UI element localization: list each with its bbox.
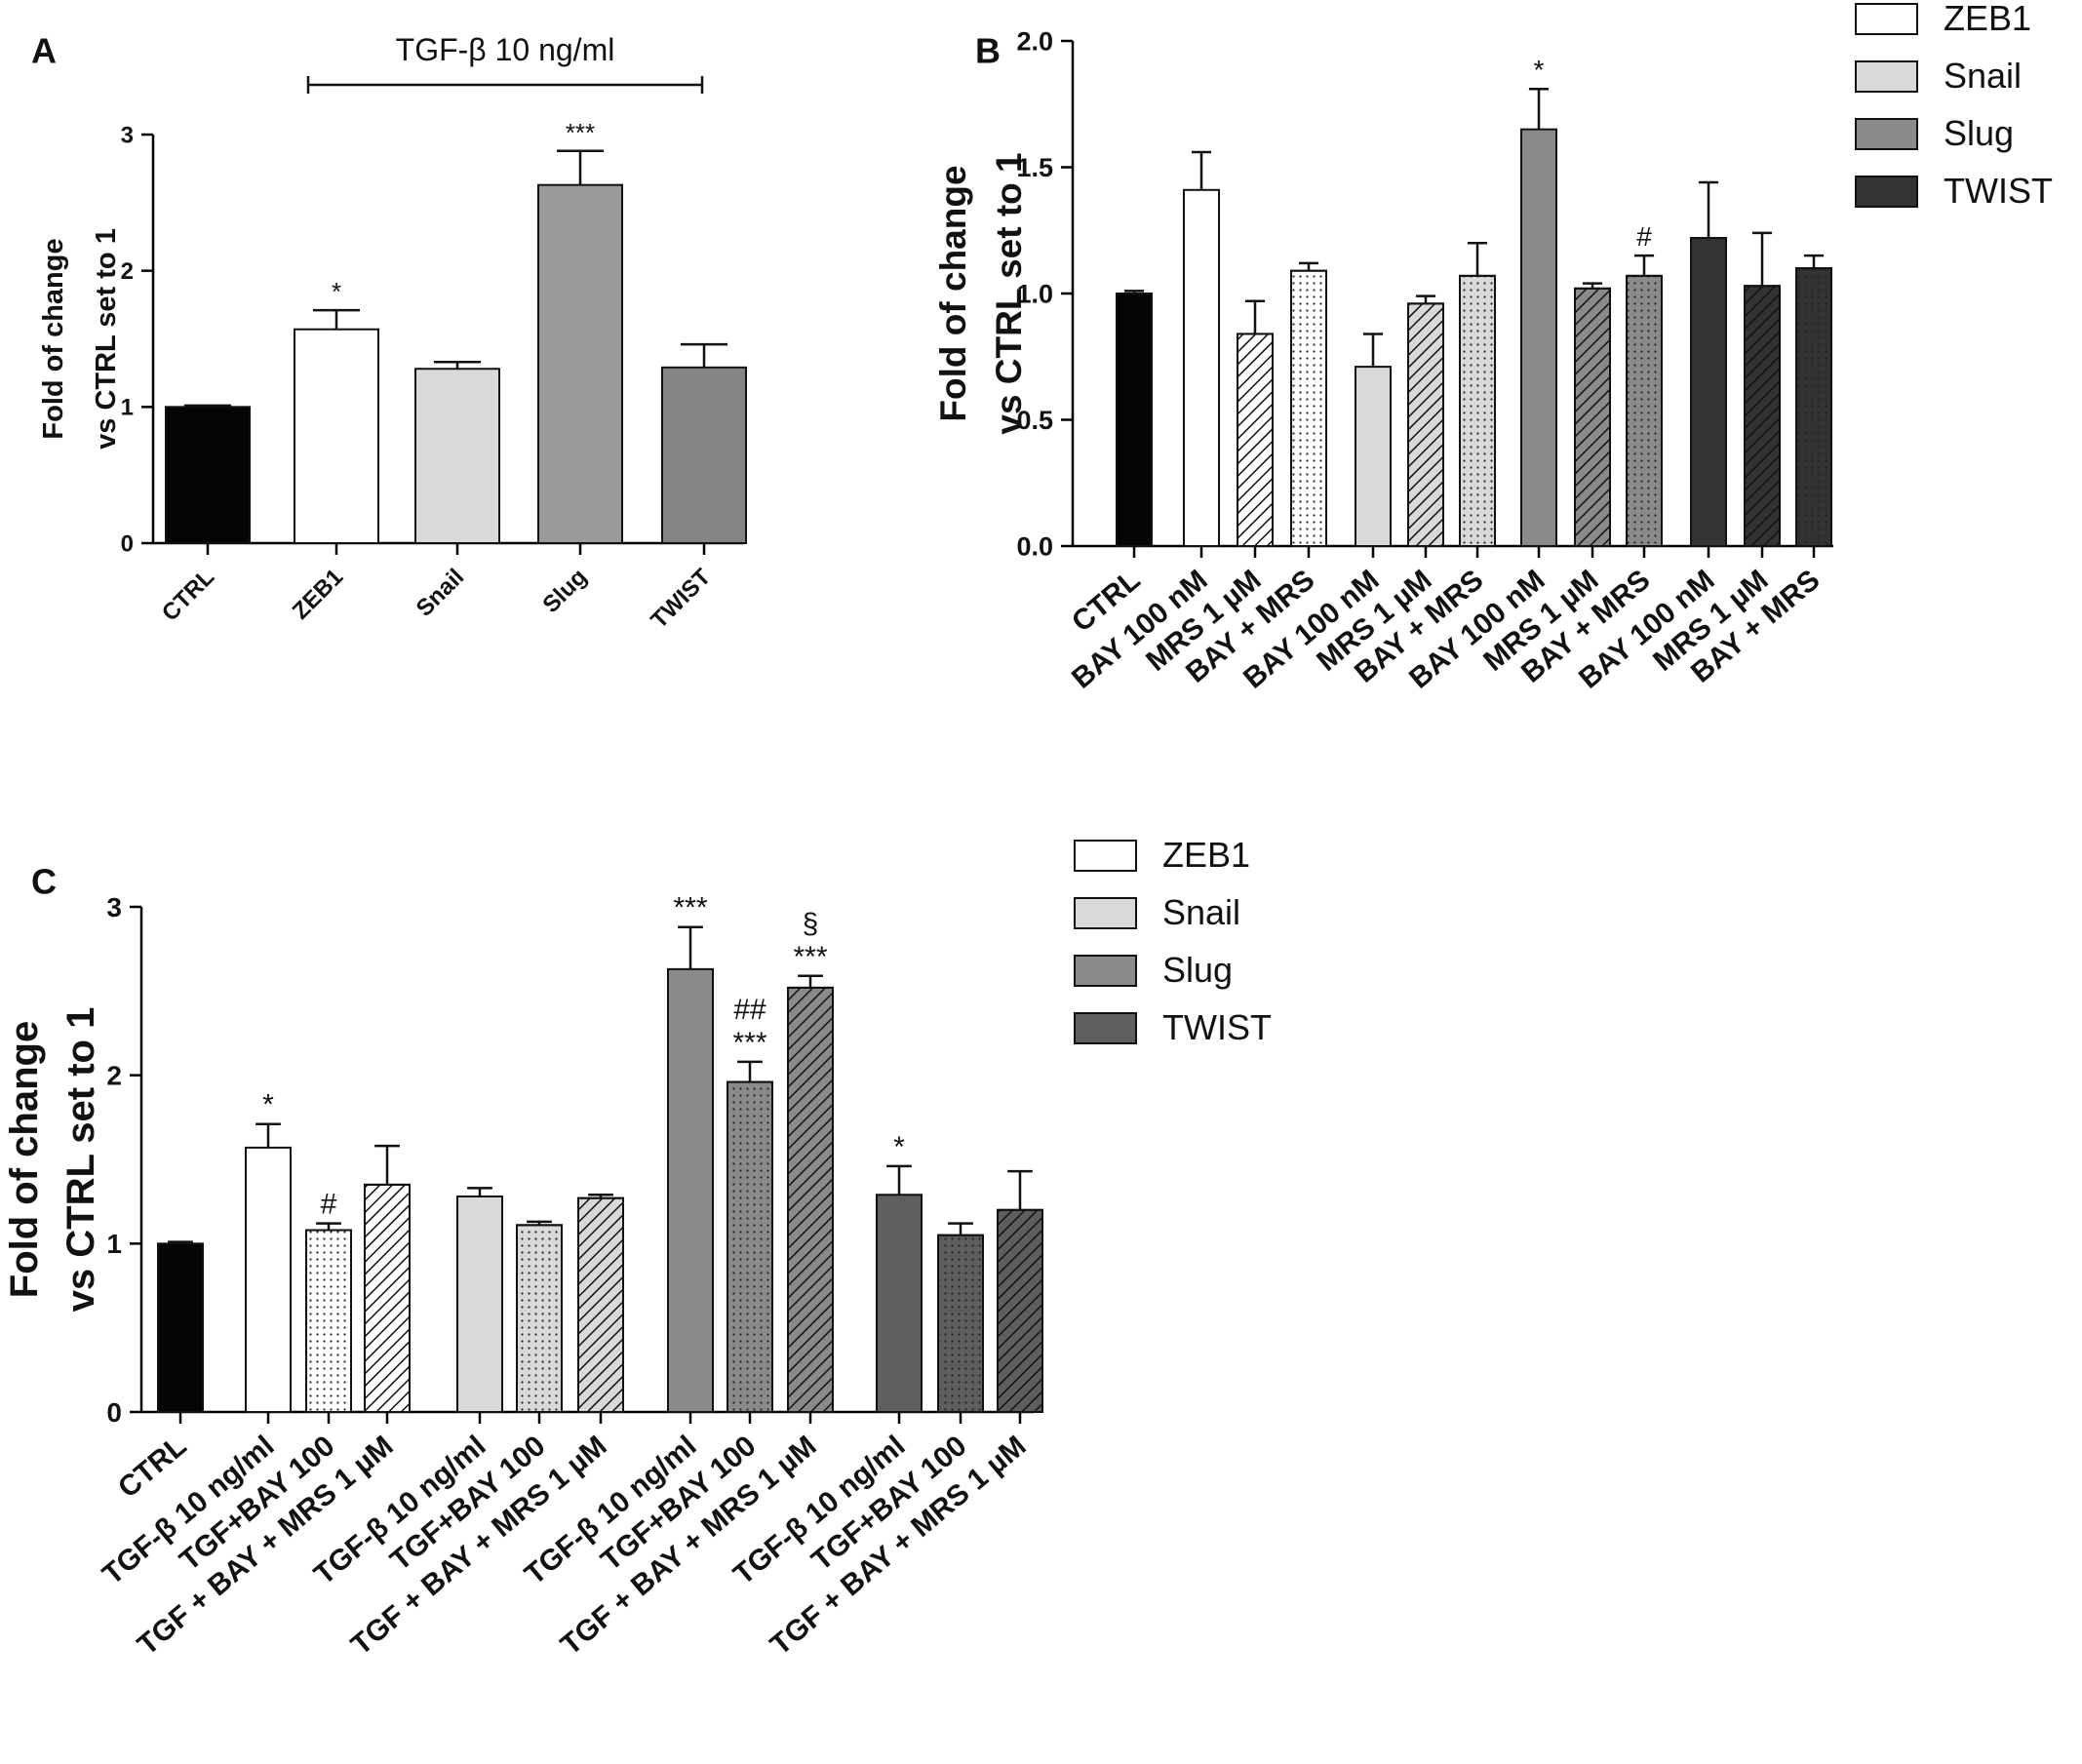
legend-entry: Slug [1162, 950, 1233, 990]
x-tick-label: TWIST [646, 564, 716, 634]
significance-mark: * [262, 1089, 274, 1121]
legend: ZEB1 Snail Slug TWIST [1855, 0, 2053, 211]
panel-label: A [31, 30, 57, 70]
bar [294, 328, 379, 544]
bar-pattern [516, 1224, 563, 1413]
legend-entry: Snail [1944, 56, 2022, 96]
legend-swatch [1074, 840, 1137, 872]
bar-pattern [1795, 267, 1832, 547]
significance-mark: # [1636, 221, 1652, 252]
y-axis-title: vs CTRL set to 1 [59, 1007, 102, 1313]
y-axis-title: Fold of change [3, 1021, 46, 1298]
legend-entry: ZEB1 [1944, 0, 2031, 38]
y-tick-label: 2 [121, 258, 134, 285]
bar [667, 967, 714, 1413]
bar-pattern [937, 1234, 984, 1413]
y-tick-label: 1 [121, 395, 134, 421]
significance-mark: # [321, 1189, 337, 1221]
bar-pattern [364, 1183, 411, 1414]
y-tick-label: 1.5 [1016, 153, 1053, 182]
x-tick-label: Snail [412, 564, 470, 622]
bar [414, 368, 500, 544]
bar [1183, 188, 1220, 547]
panel-label: B [975, 30, 1001, 70]
x-tick-label: CTRL [112, 1430, 192, 1505]
bar [876, 1194, 923, 1414]
legend-entry: Snail [1162, 892, 1240, 932]
legend-swatch [1855, 176, 1918, 208]
panel-b-chart: B 0.0 0.5 1.0 1.5 2.0 Fold of change vs CTRL se… [933, 0, 2053, 695]
significance-mark: *** [566, 118, 595, 147]
significance-mark: * [893, 1131, 905, 1163]
legend-swatch [1855, 118, 1918, 150]
bar-pattern [997, 1208, 1043, 1414]
y-axis-title: Fold of change [38, 238, 69, 439]
y-tick-label: 1.0 [1016, 279, 1053, 308]
bar-pattern [1290, 269, 1327, 547]
y-tick-label: 2.0 [1016, 26, 1053, 56]
bar-pattern [1744, 285, 1781, 547]
bar [537, 183, 623, 544]
treatment-bracket-label: TGF-β 10 ng/ml [396, 32, 615, 67]
y-axis-title: vs CTRL set to 1 [91, 228, 122, 450]
bar-pattern [1626, 274, 1663, 547]
bar-pattern [1574, 287, 1611, 547]
bar-pattern [787, 986, 834, 1413]
bar-pattern [727, 1080, 773, 1414]
legend-swatch [1074, 955, 1137, 987]
bar [1355, 366, 1392, 547]
bar [661, 366, 747, 544]
significance-mark: *** [793, 941, 827, 973]
bar-pattern [1407, 302, 1444, 547]
y-tick-label: 1 [106, 1229, 122, 1259]
legend-entry: Slug [1944, 113, 2014, 153]
legend-swatch [1074, 1012, 1137, 1044]
bar [1116, 293, 1153, 547]
bar-pattern [577, 1196, 624, 1414]
y-tick-label: 0 [106, 1397, 122, 1428]
x-tick-label: Slug [537, 564, 592, 618]
legend-entry: TWIST [1944, 171, 2053, 211]
panel-label: C [31, 861, 57, 901]
legend-entry: TWIST [1162, 1007, 1272, 1047]
bar-pattern [1237, 333, 1274, 547]
legend-swatch [1855, 60, 1918, 93]
y-tick-label: 3 [121, 122, 134, 148]
y-tick-label: 3 [106, 892, 122, 922]
legend-entry: ZEB1 [1162, 835, 1250, 875]
significance-mark: *** [732, 1027, 766, 1059]
y-axis-title: Fold of change [933, 165, 973, 421]
y-tick-label: 0.0 [1016, 531, 1053, 561]
legend-swatch [1074, 897, 1137, 929]
y-axis-title: vs CTRL set to 1 [989, 152, 1029, 434]
significance-mark: * [1534, 55, 1545, 85]
bar [1690, 237, 1727, 548]
legend: ZEB1 Snail Slug TWIST [1074, 835, 1272, 1047]
y-tick-label: 0 [121, 530, 134, 557]
x-tick-label: ZEB1 [288, 564, 348, 624]
bar [245, 1146, 292, 1413]
x-tick-label: CTRL [157, 564, 219, 626]
bar [157, 1242, 204, 1414]
bar [1520, 128, 1557, 547]
panel-c-chart: C 0 1 2 3 Fold of change vs CTRL set to 1 CTRL T… [3, 835, 1272, 1662]
legend-swatch [1855, 3, 1918, 35]
bar-pattern [1459, 274, 1496, 547]
bar [456, 1195, 503, 1414]
significance-mark: § [803, 908, 819, 940]
significance-mark: ## [733, 994, 766, 1026]
bar [165, 406, 251, 545]
significance-mark: * [332, 277, 341, 306]
panel-a-chart: A 0 1 2 3 Fold of change vs CTRL set to 1 CTRL Z… [31, 30, 747, 634]
bar-pattern [305, 1229, 352, 1414]
significance-mark: *** [673, 892, 707, 924]
y-tick-label: 0.5 [1016, 406, 1053, 435]
y-tick-label: 2 [106, 1060, 122, 1090]
